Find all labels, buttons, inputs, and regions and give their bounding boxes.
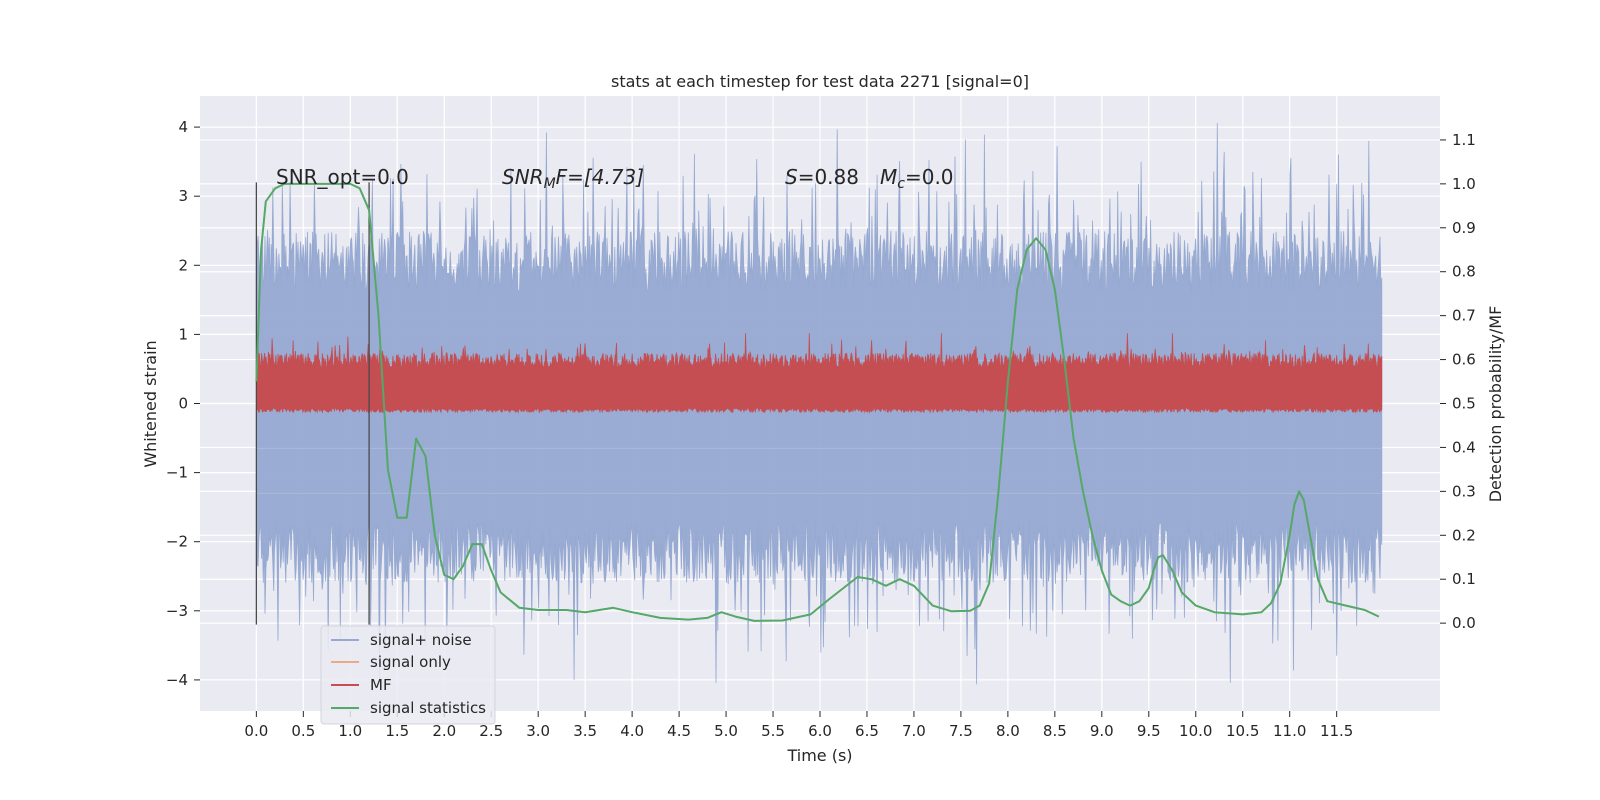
mc-subscript: c [897, 176, 905, 192]
y-left-tick-label-4: 0 [178, 395, 188, 413]
y-right-axis-label: Detection probability/MF [1486, 306, 1505, 503]
legend-label-mf: MF [370, 676, 392, 694]
annotation-snr-opt: SNR_opt=0.0 [276, 165, 409, 189]
s-symbol: S [785, 165, 798, 189]
annotation-snr-mf: SNRMF=[4.73] [502, 165, 644, 192]
chart-title: stats at each timestep for test data 227… [611, 72, 1029, 91]
x-tick-label-2: 1.0 [338, 722, 362, 740]
y-right-tick-label-0: 1.1 [1452, 131, 1476, 149]
y-left-tick-label-7: −3 [166, 602, 188, 620]
x-tick-label-17: 8.5 [1043, 722, 1067, 740]
legend-label-signal-noise: signal+ noise [370, 631, 472, 649]
x-tick-label-0: 0.0 [244, 722, 268, 740]
x-tick-label-20: 10.0 [1179, 722, 1212, 740]
x-tick-label-23: 11.5 [1320, 722, 1353, 740]
y-left-tick-label-5: −1 [166, 464, 188, 482]
series-mf [255, 333, 1383, 414]
x-axis-label: Time (s) [786, 746, 852, 765]
x-tick-label-18: 9.0 [1090, 722, 1114, 740]
x-tick-label-14: 7.0 [902, 722, 926, 740]
x-tick-label-4: 2.0 [432, 722, 456, 740]
x-tick-label-12: 6.0 [808, 722, 832, 740]
signal-statistics-line [255, 182, 1380, 622]
mc-symbol: M [880, 165, 897, 189]
x-tick-label-22: 11.0 [1273, 722, 1306, 740]
x-tick-label-16: 8.0 [996, 722, 1020, 740]
y-left-tick-label-0: 4 [178, 118, 188, 136]
annotation-s: S=0.88 [785, 165, 859, 189]
y-right-tick-label-10: 0.1 [1452, 570, 1476, 588]
x-tick-label-6: 3.0 [526, 722, 550, 740]
vertical-markers [255, 182, 370, 625]
x-tick-label-19: 9.5 [1137, 722, 1161, 740]
y-left-axis-ticks: 4 3 2 1 0 −1 −2 −3 −4 [166, 118, 200, 689]
y-right-axis-ticks: 1.1 1.0 0.9 0.8 0.7 0.6 0.5 0.4 0.3 0.2 0.1 0.0 [1440, 131, 1476, 632]
x-axis-ticks: 0.0 0.5 1.0 1.5 2.0 2.5 3.0 3.5 4.0 4.5 5.0 5.5 6.0 6… [244, 711, 1353, 740]
x-tick-label-13: 6.5 [855, 722, 879, 740]
y-right-tick-label-11: 0.0 [1452, 614, 1476, 632]
y-left-tick-label-1: 3 [178, 187, 188, 205]
legend-label-signal-statistics: signal statistics [370, 699, 486, 717]
y-right-tick-label-4: 0.7 [1452, 307, 1476, 325]
x-tick-label-9: 4.5 [667, 722, 691, 740]
y-left-tick-label-6: −2 [166, 533, 188, 551]
s-value: =0.88 [798, 165, 859, 189]
legend: signal+ noise signal only MF signal stat… [320, 625, 496, 725]
snr-mf-value: F=[4.73] [556, 165, 644, 189]
y-right-tick-label-7: 0.4 [1452, 438, 1476, 456]
y-right-tick-label-8: 0.3 [1452, 482, 1476, 500]
snr-mf-subscript: M [544, 176, 556, 192]
x-tick-label-11: 5.5 [761, 722, 785, 740]
y-left-tick-label-8: −4 [166, 671, 188, 689]
x-tick-label-7: 3.5 [573, 722, 597, 740]
y-right-tick-label-5: 0.6 [1452, 351, 1476, 369]
legend-box [320, 625, 496, 725]
x-tick-label-1: 0.5 [291, 722, 315, 740]
x-tick-label-10: 5.0 [714, 722, 738, 740]
y-left-tick-label-2: 2 [178, 256, 188, 274]
legend-label-signal-only: signal only [370, 653, 451, 671]
y-left-tick-label-3: 1 [178, 325, 188, 343]
x-tick-label-15: 7.5 [949, 722, 973, 740]
y-right-tick-label-6: 0.5 [1452, 395, 1476, 413]
y-right-tick-label-9: 0.2 [1452, 526, 1476, 544]
mf-trace [255, 333, 1383, 414]
series-signal-statistics [255, 182, 1380, 622]
snr-mf-symbol: SNR [502, 165, 544, 189]
y-left-axis-label: Whitened strain [141, 340, 160, 467]
x-tick-label-8: 4.0 [620, 722, 644, 740]
y-right-tick-label-3: 0.8 [1452, 263, 1476, 281]
x-tick-label-3: 1.5 [385, 722, 409, 740]
x-tick-label-21: 10.5 [1226, 722, 1259, 740]
annotation-mc: Mc=0.0 [880, 165, 954, 192]
y-right-tick-label-2: 0.9 [1452, 219, 1476, 237]
mc-value: =0.0 [905, 165, 954, 189]
x-tick-label-5: 2.5 [479, 722, 503, 740]
y-right-tick-label-1: 1.0 [1452, 175, 1476, 193]
